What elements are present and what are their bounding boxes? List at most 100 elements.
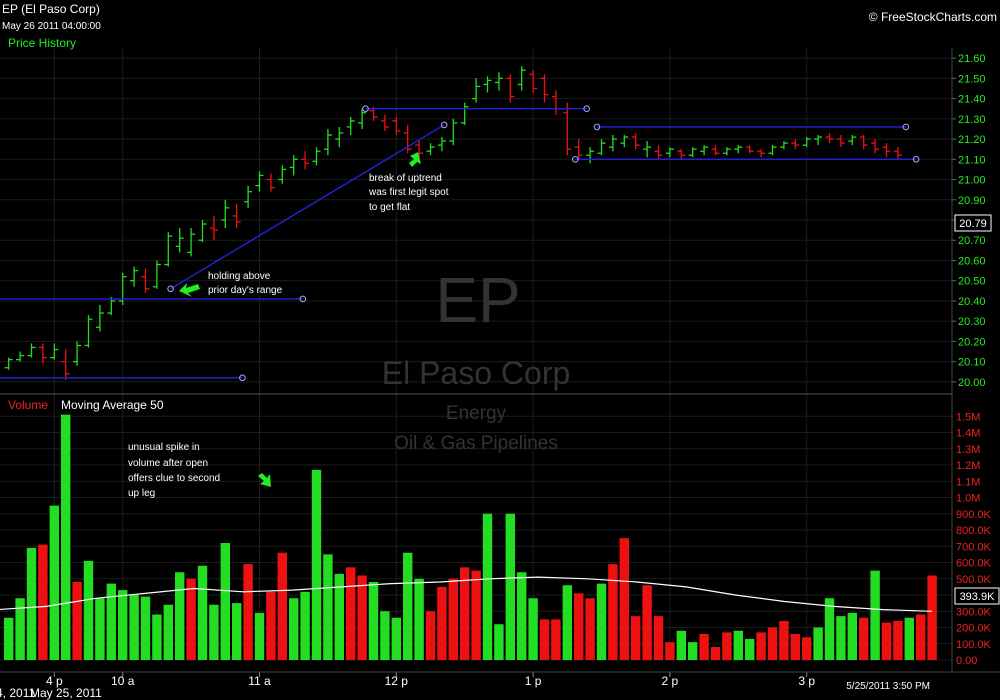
volume-bar bbox=[596, 583, 607, 660]
volume-bar bbox=[311, 469, 322, 660]
volume-bar bbox=[710, 647, 721, 660]
volume-bar bbox=[836, 616, 846, 660]
volume-bar bbox=[756, 632, 766, 660]
volume-bar bbox=[368, 582, 379, 660]
volume-bar bbox=[72, 582, 82, 660]
price-bar bbox=[574, 139, 583, 160]
price-bar bbox=[221, 199, 230, 229]
volume-bar bbox=[813, 627, 823, 660]
annotation-text: prior day's range bbox=[208, 285, 283, 296]
volume-tick-label: 1.1M bbox=[956, 476, 980, 488]
volume-bar bbox=[403, 552, 413, 660]
footer-date-partial: 4, 2011 bbox=[0, 686, 35, 700]
volume-bar bbox=[893, 621, 903, 660]
time-tick-label: 1 p bbox=[525, 674, 542, 688]
volume-bar bbox=[767, 627, 778, 660]
volume-axis: 0.00100.0K200.0K300.0K400.0K500.0K600.0K… bbox=[956, 411, 992, 667]
volume-bar bbox=[562, 585, 572, 660]
volume-bar bbox=[779, 621, 789, 660]
volume-bar bbox=[904, 617, 914, 660]
price-bars bbox=[4, 66, 902, 380]
volume-bar bbox=[631, 616, 641, 660]
price-history-label[interactable]: Price History bbox=[8, 36, 76, 50]
watermark-industry: Oil & Gas Pipelines bbox=[394, 433, 558, 454]
volume-bar bbox=[220, 543, 230, 660]
grid bbox=[0, 48, 952, 661]
time-tick-label: 3 p bbox=[798, 674, 815, 688]
price-bar bbox=[859, 135, 868, 150]
volume-bar bbox=[4, 617, 14, 660]
volume-bar bbox=[323, 554, 333, 660]
volume-bar bbox=[653, 616, 664, 660]
volume-bar bbox=[881, 622, 892, 660]
price-bar bbox=[380, 114, 389, 131]
price-bar bbox=[836, 135, 845, 148]
volume-tick-label: 900.0K bbox=[956, 509, 992, 521]
watermark: EP El Paso Corp Energy Oil & Gas Pipelin… bbox=[382, 264, 571, 454]
volume-bar bbox=[471, 570, 481, 660]
price-bar bbox=[312, 147, 321, 166]
volume-bar bbox=[414, 578, 424, 660]
price-bar bbox=[27, 343, 36, 358]
price-bar bbox=[426, 143, 435, 156]
volume-bar bbox=[699, 634, 709, 660]
brand-label[interactable]: © FreeStockCharts.com bbox=[869, 10, 997, 24]
time-tick-label: 11 a bbox=[248, 674, 271, 688]
trendlines bbox=[0, 105, 920, 382]
price-tick-label: 20.60 bbox=[958, 255, 986, 267]
volume-bar bbox=[254, 612, 265, 660]
price-bar bbox=[61, 349, 70, 380]
annotation-text: up leg bbox=[128, 488, 155, 499]
current-price-label: 20.79 bbox=[959, 218, 987, 230]
price-bar bbox=[95, 304, 104, 332]
trendline-handle bbox=[299, 295, 307, 303]
price-bar bbox=[130, 266, 139, 287]
price-bar bbox=[209, 215, 218, 241]
price-bar bbox=[643, 141, 652, 158]
price-bar bbox=[152, 260, 161, 289]
price-bar bbox=[358, 108, 367, 129]
footer-date: May 25, 2011 bbox=[30, 686, 102, 700]
price-bar bbox=[586, 147, 595, 164]
volume-bar bbox=[425, 611, 436, 660]
price-bar bbox=[38, 343, 47, 364]
price-tick-label: 21.50 bbox=[958, 73, 986, 85]
annotation-text: volume after open bbox=[128, 458, 208, 469]
volume-bar bbox=[15, 598, 25, 660]
volume-bar bbox=[95, 598, 105, 660]
price-bar bbox=[814, 135, 823, 146]
volume-bar bbox=[642, 585, 652, 660]
price-bar bbox=[700, 145, 709, 156]
volume-bar bbox=[448, 578, 458, 660]
volume-bar bbox=[277, 552, 287, 660]
price-tick-label: 20.00 bbox=[958, 377, 986, 389]
price-tick-label: 20.30 bbox=[958, 316, 986, 328]
price-bar bbox=[529, 70, 538, 93]
volume-bar bbox=[289, 598, 299, 660]
volume-bar bbox=[334, 573, 344, 660]
volume-tick-label: 100.0K bbox=[956, 639, 992, 651]
price-bar bbox=[711, 145, 720, 156]
price-bar bbox=[187, 228, 196, 257]
price-bar bbox=[722, 147, 731, 156]
price-bar bbox=[791, 139, 800, 150]
ma-label[interactable]: Moving Average 50 bbox=[61, 398, 164, 412]
price-bar bbox=[175, 228, 184, 253]
price-bar bbox=[540, 74, 549, 103]
time-tick-label: 12 p bbox=[385, 674, 409, 688]
time-tick-label: 2 p bbox=[662, 674, 679, 688]
trendline-handle bbox=[362, 105, 369, 113]
volume-tick-label: 200.0K bbox=[956, 623, 992, 635]
volume-bar bbox=[129, 595, 139, 660]
annotation-text: to get flat bbox=[369, 202, 410, 213]
price-bar bbox=[563, 102, 572, 156]
volume-bar bbox=[847, 612, 857, 660]
volume-bar bbox=[106, 583, 116, 660]
volume-label[interactable]: Volume bbox=[8, 398, 48, 412]
trendline-handle bbox=[912, 155, 920, 163]
price-bar bbox=[4, 357, 13, 370]
price-tick-label: 21.30 bbox=[958, 114, 986, 126]
volume-tick-label: 1.3M bbox=[956, 444, 980, 456]
volume-bar bbox=[197, 565, 208, 660]
